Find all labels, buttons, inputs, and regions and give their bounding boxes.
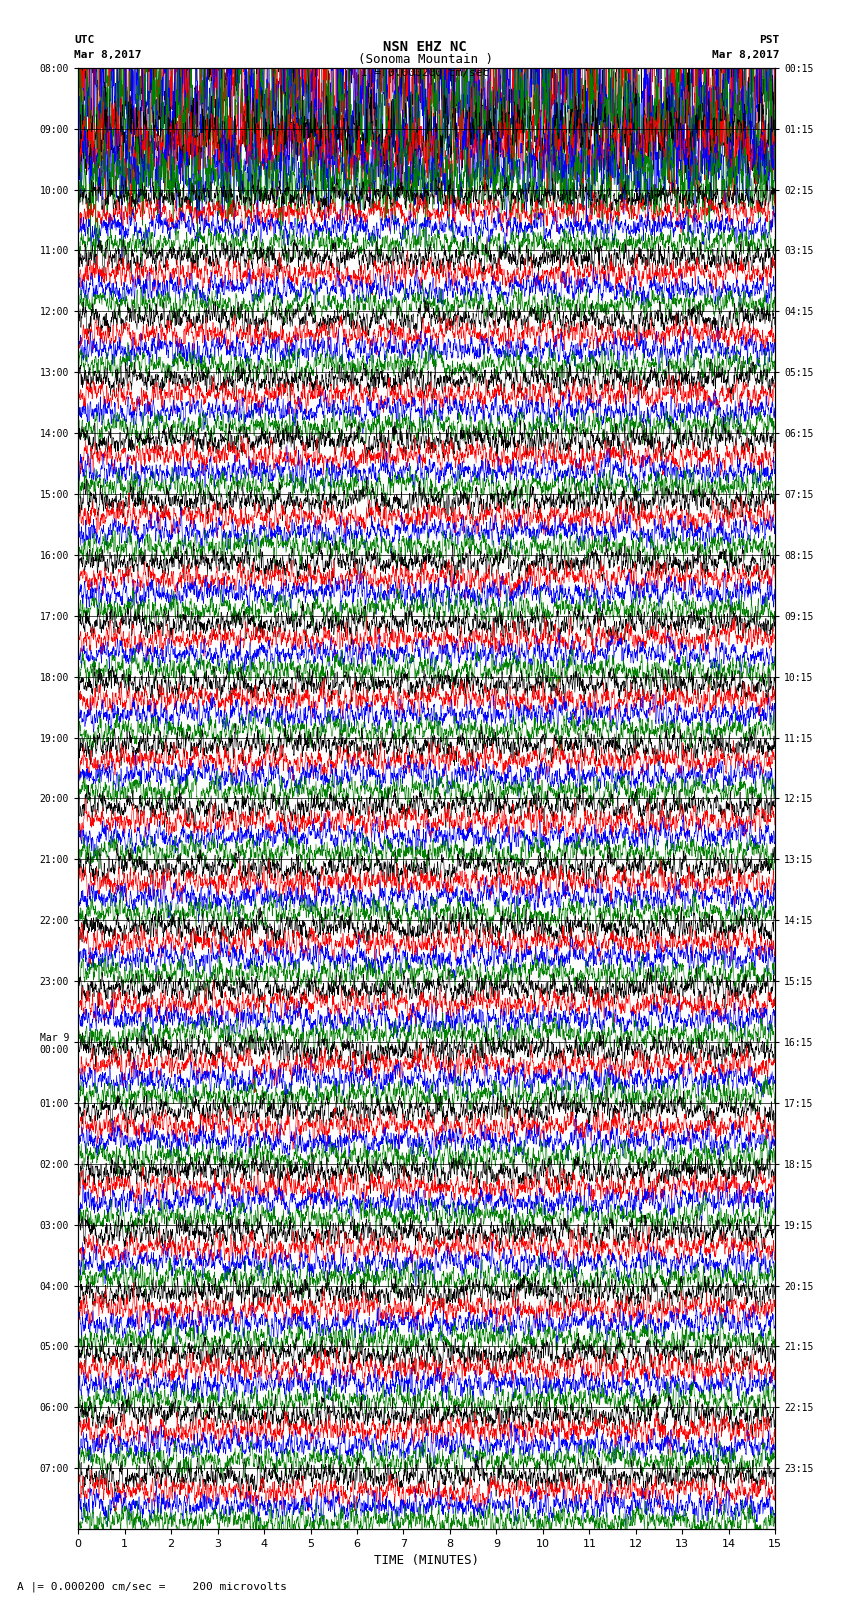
Text: Mar 8,2017: Mar 8,2017 (712, 50, 779, 60)
Text: Mar 8,2017: Mar 8,2017 (74, 50, 141, 60)
Text: UTC: UTC (74, 35, 94, 45)
Text: PST: PST (759, 35, 779, 45)
Text: NSN EHZ NC: NSN EHZ NC (383, 39, 467, 53)
X-axis label: TIME (MINUTES): TIME (MINUTES) (374, 1555, 479, 1568)
Text: (Sonoma Mountain ): (Sonoma Mountain ) (358, 53, 492, 66)
Text: I = 0.000200 cm/sec: I = 0.000200 cm/sec (361, 68, 489, 77)
Text: A |= 0.000200 cm/sec =    200 microvolts: A |= 0.000200 cm/sec = 200 microvolts (17, 1581, 287, 1592)
